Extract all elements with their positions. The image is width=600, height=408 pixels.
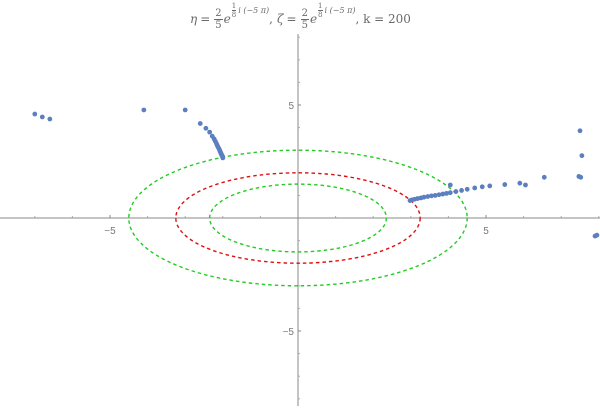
data-point <box>429 193 434 199</box>
data-point <box>459 188 464 193</box>
title-coef-frac: 2 5 <box>214 7 223 31</box>
title-base-2: e <box>309 12 318 26</box>
title-eq: = <box>200 12 211 26</box>
y-tick-label: −5 <box>283 327 295 338</box>
title-exp-den: 8 <box>231 10 237 19</box>
title-coef-den-2: 5 <box>301 19 308 31</box>
middle-ellipse <box>175 172 421 264</box>
data-point <box>32 111 38 117</box>
data-point <box>197 121 203 126</box>
title-coef-frac-2: 2 5 <box>300 7 309 31</box>
data-point <box>47 116 53 122</box>
chart-title: η = 2 5 e 1 8 i (−5 π) , ζ = 2 5 e 1 8 i… <box>190 2 411 36</box>
title-eq-2: = <box>286 12 297 26</box>
x-tick-label: 5 <box>483 226 489 237</box>
title-base: e <box>223 12 231 26</box>
title-coef-den: 5 <box>215 19 222 31</box>
data-point <box>576 174 582 179</box>
outer-ellipse <box>128 149 468 287</box>
title-exp-frac-2: 1 8 <box>318 1 323 19</box>
data-point <box>541 174 547 180</box>
data-point <box>141 107 147 113</box>
data-point <box>182 107 188 113</box>
data-point <box>592 233 598 239</box>
data-point <box>440 191 446 197</box>
title-eta: η <box>190 12 198 26</box>
title-exp-frac: 1 8 <box>231 1 237 19</box>
title-sep2: , k = 200 <box>355 12 411 26</box>
title-coef-num: 2 <box>214 7 223 20</box>
reference-ellipses <box>128 149 468 287</box>
data-point <box>444 190 449 196</box>
title-coef-num-2: 2 <box>300 7 309 20</box>
inner-ellipse <box>208 183 388 253</box>
data-point <box>447 190 453 196</box>
data-point <box>517 180 523 186</box>
title-zeta: ζ <box>276 12 284 26</box>
title-exp-den-2: 8 <box>318 10 323 19</box>
data-point <box>220 155 226 161</box>
data-point <box>39 114 45 120</box>
title-exp-tail: i (−5 π) <box>238 5 270 15</box>
y-tick-label: 5 <box>288 101 294 112</box>
data-point <box>436 192 442 198</box>
data-point <box>479 184 485 190</box>
title-sep1: , <box>269 12 273 26</box>
x-tick-label: −5 <box>104 226 116 237</box>
data-point <box>487 183 493 189</box>
title-exponent-2: 1 8 i (−5 π) <box>318 2 355 19</box>
data-point <box>523 182 528 188</box>
title-exp-num: 1 <box>231 1 237 11</box>
axes: −5 5 5 −5 <box>0 34 600 406</box>
title-exp-tail-2: i (−5 π) <box>324 5 356 15</box>
x-axis-ticks: −5 5 <box>34 215 600 237</box>
data-point <box>203 125 209 131</box>
data-point <box>579 153 585 159</box>
title-exponent: 1 8 i (−5 π) <box>231 1 270 19</box>
data-point <box>464 186 470 192</box>
data-point <box>577 128 583 134</box>
data-point <box>453 189 459 194</box>
data-points <box>32 107 600 239</box>
data-point <box>207 129 213 135</box>
data-point <box>502 182 508 187</box>
data-point <box>421 194 427 200</box>
data-point <box>447 182 453 188</box>
data-point <box>432 193 438 198</box>
data-point <box>472 185 478 191</box>
data-point <box>425 194 431 199</box>
title-exp-num-2: 1 <box>318 1 323 11</box>
